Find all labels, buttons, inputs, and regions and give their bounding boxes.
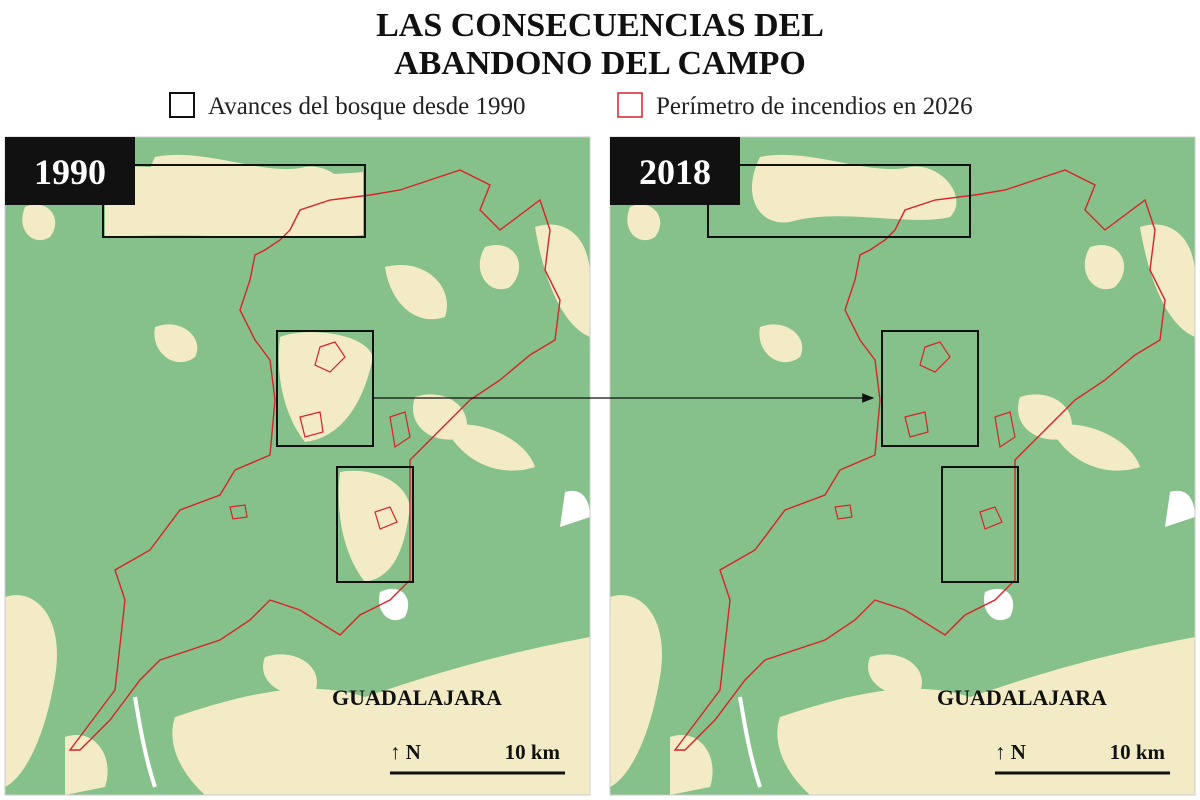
panel-border [4,136,591,796]
forest-advance-box [941,466,1019,583]
legend-label: Perímetro de incendios en 2026 [656,93,973,120]
open-land [777,637,1195,795]
fire-perimeter [673,169,1166,751]
forest-advance-box [881,330,979,447]
fire-perimeter-island [314,341,346,373]
legend-swatch [169,92,195,118]
map-panels: 1990 GUADALAJARA ↑ N 10 km 2018 GUADALAJARA ↑ … [4,136,1196,796]
fire-perimeter-island [834,504,853,520]
open-land [627,204,661,241]
place-label: GUADALAJARA [332,685,502,710]
open-land [413,394,467,440]
fire-perimeter-island [919,341,951,373]
title-line: ABANDONO DEL CAMPO [394,45,806,82]
open-land [535,224,590,337]
open-land [263,654,317,695]
fire-perimeter-island [979,506,1003,530]
open-land [172,637,590,795]
forest-advance-box [336,466,414,583]
open-land [445,424,535,471]
map-area [610,137,1195,795]
legend-swatch [617,92,643,118]
year-badge [5,137,135,205]
year-badge [610,137,740,205]
open-land [385,265,447,320]
year-label: 2018 [639,152,711,192]
north-label: ↑ N [995,740,1026,764]
open-land [278,332,373,442]
river [738,696,762,788]
open-land [1050,424,1140,471]
forest-advance-box [276,330,374,447]
scale-label: 10 km [1110,740,1166,764]
open-land [1018,394,1072,440]
map-panel: 1990 GUADALAJARA ↑ N 10 km [4,136,591,796]
north-label: ↑ N [390,740,421,764]
fire-perimeter-island [299,411,324,438]
open-land [22,204,56,241]
map-panel: 2018 GUADALAJARA ↑ N 10 km [609,136,1196,796]
open-land [5,595,57,787]
open-land [610,595,662,787]
fire-perimeter [68,169,561,751]
open-land [338,470,410,582]
reservoir [984,490,1195,621]
map-area [5,137,590,795]
open-land [105,166,363,238]
scale-label: 10 km [505,740,561,764]
panel-border [609,136,1196,796]
open-land [1084,245,1125,290]
fire-perimeter-island [229,504,248,520]
fire-perimeter-island [389,411,411,449]
open-land [479,245,520,290]
open-land [868,654,922,695]
fire-perimeter-island [904,411,929,438]
title-line: LAS CONSECUENCIAS DEL [376,7,824,44]
open-land [759,324,803,363]
river [133,696,157,788]
open-land [154,324,198,363]
fire-perimeter-island [994,411,1016,449]
legend-label: Avances del bosque desde 1990 [208,93,526,120]
reservoir [379,490,590,621]
open-land [1140,224,1195,337]
open-land [751,154,957,223]
place-label: GUADALAJARA [937,685,1107,710]
fire-perimeter-island [374,506,398,530]
year-label: 1990 [34,152,106,192]
